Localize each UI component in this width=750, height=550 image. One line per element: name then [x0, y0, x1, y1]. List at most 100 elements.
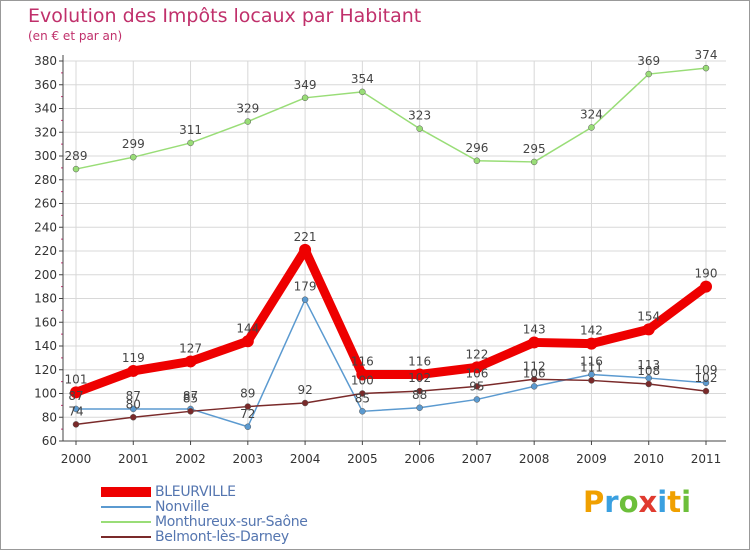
data-label: 221 [294, 230, 317, 244]
data-point [184, 355, 197, 368]
series-line [75, 67, 707, 170]
logo-letter: i [681, 485, 692, 519]
data-point [588, 124, 595, 131]
data-point [416, 387, 423, 395]
data-point [187, 139, 194, 147]
data-label: 100 [351, 374, 374, 388]
data-point [416, 125, 423, 132]
data-label: 102 [408, 371, 431, 385]
data-point [700, 280, 712, 293]
data-point [645, 70, 652, 78]
y-tick-label: 340 [34, 102, 57, 116]
data-label: 85 [355, 391, 370, 405]
y-tick-label: 320 [34, 125, 57, 139]
x-tick-label: 2011 [691, 452, 722, 466]
data-point [528, 336, 541, 349]
data-label: 295 [523, 142, 546, 156]
data-label: 299 [122, 137, 145, 151]
data-point [130, 414, 137, 421]
series-line [71, 245, 711, 397]
y-tick-label: 100 [34, 387, 57, 401]
chart-legend: BLEURVILLE Nonville Monthureux-sur-Saône Be… [101, 484, 401, 545]
y-tick-label: 200 [34, 268, 57, 282]
data-label: 74 [68, 404, 83, 418]
series-line [75, 378, 707, 426]
data-point [413, 368, 426, 381]
data-label: 89 [240, 387, 255, 401]
data-label: 116 [351, 355, 374, 369]
data-label: 179 [294, 280, 317, 294]
x-tick-label: 2007 [462, 452, 493, 466]
logo-letter: t [667, 485, 682, 519]
data-point [356, 368, 369, 381]
y-tick-label: 160 [34, 315, 57, 329]
data-label: 369 [637, 54, 660, 68]
data-label: 95 [469, 379, 484, 393]
data-point [530, 376, 538, 383]
data-label: 374 [695, 48, 718, 62]
x-tick-label: 2008 [519, 452, 550, 466]
y-tick-label: 120 [34, 363, 57, 377]
legend-item: Belmont-lès-Darney [101, 529, 401, 545]
y-tick-label: 60 [42, 434, 57, 448]
data-label: 154 [637, 309, 660, 323]
data-point [530, 158, 538, 166]
y-tick-label: 360 [34, 78, 57, 92]
data-point [530, 383, 538, 390]
data-label: 349 [294, 78, 317, 92]
data-point [702, 387, 710, 395]
data-point [301, 296, 309, 303]
legend-label: BLEURVILLE [155, 484, 236, 500]
data-point [473, 383, 481, 390]
data-label: 72 [240, 407, 255, 421]
series-line [75, 298, 707, 428]
data-point [244, 403, 252, 410]
data-label: 85 [183, 391, 198, 405]
data-point [301, 399, 309, 407]
data-label: 87 [126, 389, 141, 403]
chart-title: Evolution des Impôts locaux par Habitant [28, 5, 422, 27]
logo-letter: r [604, 485, 619, 519]
data-label: 323 [408, 109, 431, 123]
legend-swatch [101, 536, 151, 538]
data-label: 127 [179, 341, 202, 355]
legend-item: BLEURVILLE [101, 484, 401, 500]
data-point [301, 94, 309, 102]
legend-item: Nonville [101, 499, 401, 515]
data-label: 142 [580, 324, 603, 338]
x-tick-label: 2003 [233, 452, 264, 466]
x-tick-label: 2001 [118, 452, 149, 466]
data-label: 289 [65, 149, 88, 163]
y-tick-label: 180 [34, 292, 57, 306]
x-tick-label: 2004 [290, 452, 321, 466]
legend-item: Monthureux-sur-Saône [101, 514, 401, 530]
data-point [359, 390, 366, 397]
logo-letter: x [638, 485, 658, 519]
data-label: 190 [695, 267, 718, 281]
data-label: 354 [351, 72, 374, 86]
legend-label: Monthureux-sur-Saône [155, 514, 308, 530]
x-tick-label: 2010 [633, 452, 664, 466]
data-point [244, 118, 252, 125]
data-point [299, 243, 312, 256]
logo-letter: o [618, 485, 639, 519]
data-label: 92 [297, 383, 312, 397]
data-label: 106 [465, 366, 488, 380]
data-point [130, 153, 137, 161]
data-point [127, 364, 140, 377]
data-label: 122 [465, 347, 488, 361]
data-label: 311 [179, 123, 202, 137]
data-label: 80 [126, 397, 141, 411]
y-tick-label: 240 [34, 220, 57, 234]
data-label: 102 [695, 371, 718, 385]
data-label: 296 [465, 141, 488, 155]
data-label: 143 [523, 322, 546, 336]
data-label: 119 [122, 351, 145, 365]
y-tick-label: 220 [34, 244, 57, 258]
data-point [588, 377, 595, 384]
data-point [72, 421, 80, 428]
data-point [72, 405, 80, 413]
y-tick-label: 380 [34, 54, 57, 68]
